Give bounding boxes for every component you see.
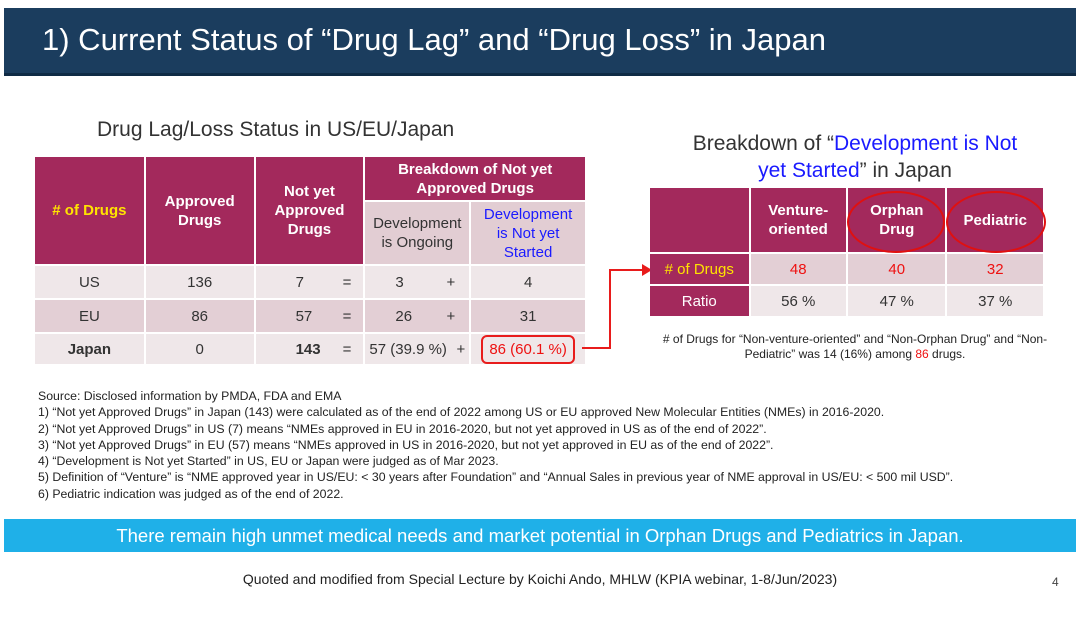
approved-value: 0 (195, 340, 204, 358)
region: Japan (67, 340, 112, 358)
equals-sign: = (342, 307, 352, 325)
plus-sign: + (446, 307, 456, 325)
table-row: Japan 0 143 = 57 (39.9 %) + 86 (60.1 %) (35, 334, 585, 364)
not-yet-value: 143 (295, 340, 321, 358)
approved-value: 136 (187, 273, 213, 291)
footnote: Source: Disclosed information by PMDA, F… (38, 389, 342, 403)
row-label: # of Drugs (650, 254, 749, 284)
ongoing-value: 26 (395, 307, 413, 325)
title-bar: 1) Current Status of “Drug Lag” and “Dru… (4, 8, 1076, 76)
header-blank (650, 188, 749, 252)
footer-citation: Quoted and modified from Special Lecture… (242, 571, 838, 587)
table-row: EU 86 57 = 26 + 31 (35, 300, 585, 332)
table-row: Ratio 56 % 47 % 37 % (650, 286, 1043, 316)
not-yet-value: 7 (295, 273, 304, 291)
drug-lag-table: # of Drugs Approved Drugs Not yet Approv… (33, 155, 587, 366)
equals-sign: = (342, 273, 352, 291)
page-number: 4 (1052, 575, 1059, 589)
header-breakdown: Breakdown of Not yet Approved Drugs (365, 157, 585, 200)
approved-value: 86 (191, 307, 208, 325)
right-table-title: Breakdown of “Development is Not yet Sta… (692, 132, 1018, 182)
plus-sign: + (456, 340, 466, 358)
table-row: # of Drugs 48 40 32 (650, 254, 1043, 284)
not-started-highlight: 86 (60.1 %) (481, 334, 575, 364)
footnote: 5) Definition of “Venture” is “NME appro… (38, 470, 954, 485)
footnote: 1) “Not yet Approved Drugs” in Japan (14… (38, 405, 885, 420)
region: US (78, 273, 100, 291)
not-started-value: 31 (519, 307, 537, 325)
value: 48 (789, 260, 807, 278)
footnote: 4) “Development is Not yet Started” in U… (38, 454, 499, 469)
header-not-started: Development is Not yet Started (471, 202, 585, 264)
header-ongoing: Development is Ongoing (365, 202, 470, 264)
value: 47 % (879, 292, 914, 310)
arrow-connector (582, 264, 652, 349)
footnote: 6) Pediatric indication was judged as of… (38, 486, 344, 501)
value: 32 (986, 260, 1004, 278)
header-drugs: # of Drugs (35, 157, 144, 264)
header-not-yet: Not yet Approved Drugs (255, 157, 364, 264)
ongoing-value: 57 (39.9 %) (369, 340, 447, 358)
ongoing-value: 3 (395, 273, 404, 291)
highlight-circle-pediatric (946, 191, 1046, 253)
left-table-title: Drug Lag/Loss Status in US/EU/Japan (97, 118, 455, 141)
footnote: 2) “Not yet Approved Drugs” in US (7) me… (38, 421, 767, 436)
header-venture: Venture-oriented (750, 188, 846, 252)
region: EU (78, 307, 100, 325)
value: 56 % (781, 292, 816, 310)
slide-title: 1) Current Status of “Drug Lag” and “Dru… (42, 22, 826, 57)
row-label: Ratio (650, 286, 749, 316)
header-approved: Approved Drugs (145, 157, 254, 264)
highlight-circle-orphan (847, 191, 945, 253)
table-row: US 136 7 = 3 + 4 (35, 266, 585, 298)
equals-sign: = (342, 340, 352, 358)
plus-sign: + (446, 273, 456, 291)
not-yet-value: 57 (295, 307, 313, 325)
not-started-value: 4 (523, 273, 533, 291)
footnotes: Source: Disclosed information by PMDA, F… (38, 388, 953, 502)
right-table-note: # of Drugs for “Non-venture-oriented” an… (662, 332, 1048, 361)
conclusion-banner: There remain high unmet medical needs an… (4, 519, 1076, 552)
value: 37 % (978, 292, 1013, 310)
footnote: 3) “Not yet Approved Drugs” in EU (57) m… (38, 437, 774, 452)
value: 40 (888, 260, 906, 278)
